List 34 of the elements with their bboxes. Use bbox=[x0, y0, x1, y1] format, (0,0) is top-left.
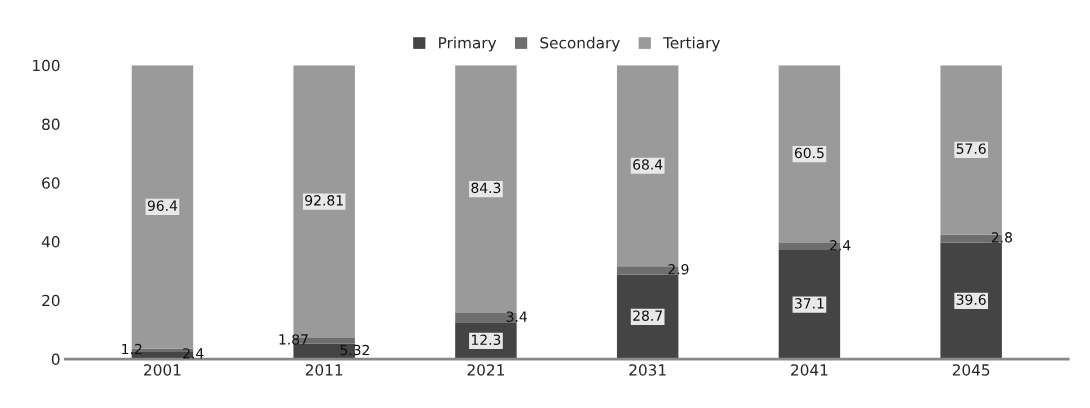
y-tick-label: 40 bbox=[41, 236, 60, 248]
data-label: 28.7 bbox=[633, 310, 662, 321]
data-label: 2.4 bbox=[183, 348, 204, 359]
y-tick-label: 100 bbox=[33, 59, 60, 72]
x-tick-label: 2011 bbox=[305, 364, 343, 376]
x-tick-label: 2041 bbox=[791, 364, 828, 376]
data-label: 68.4 bbox=[633, 159, 663, 170]
y-tick-label: 20 bbox=[42, 294, 60, 307]
legend-label: Tertiary bbox=[663, 36, 720, 52]
x-tick-label: 2045 bbox=[952, 364, 990, 376]
bar bbox=[616, 274, 679, 360]
data-label: 84.3 bbox=[471, 182, 501, 194]
data-label: 39.6 bbox=[956, 294, 986, 305]
data-label: 96.4 bbox=[147, 200, 178, 211]
bar bbox=[940, 242, 1002, 360]
y-tick-label: 80 bbox=[42, 118, 60, 131]
x-tick-label: 2001 bbox=[144, 364, 181, 376]
data-label: 37.1 bbox=[795, 298, 824, 309]
data-label: 92.81 bbox=[305, 195, 343, 206]
x-tick-label: 2031 bbox=[629, 364, 666, 376]
x-tick-label: 2021 bbox=[467, 364, 504, 376]
y-tick-label: 0 bbox=[51, 353, 60, 366]
data-label: 2.8 bbox=[991, 232, 1012, 243]
data-label: 1.2 bbox=[122, 343, 142, 355]
data-label: 1.87 bbox=[279, 334, 308, 345]
data-label: 57.6 bbox=[956, 143, 986, 154]
legend-label: Secondary bbox=[540, 36, 620, 52]
bar bbox=[778, 250, 841, 360]
legend-label: Primary bbox=[439, 36, 497, 52]
bar bbox=[455, 65, 517, 313]
data-label: 2.9 bbox=[668, 264, 689, 275]
data-label: 60.5 bbox=[794, 147, 824, 159]
y-tick-label: 60 bbox=[42, 177, 60, 189]
data-label: 12.3 bbox=[471, 334, 501, 345]
